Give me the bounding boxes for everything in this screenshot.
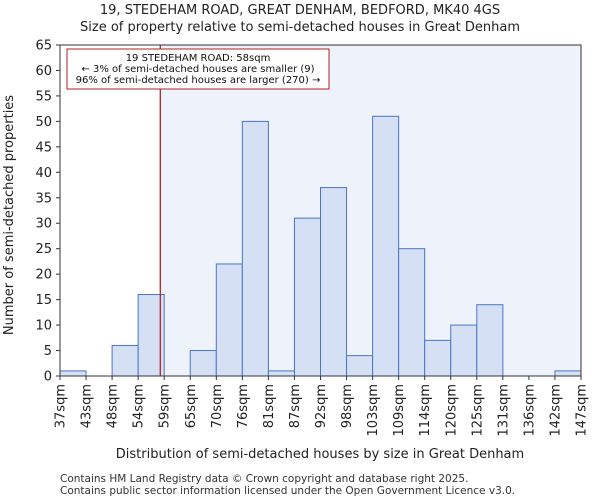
bar-37sqm xyxy=(59,370,87,377)
x-tick-label-76sqm: 76sqm xyxy=(236,384,251,428)
bar-109sqm xyxy=(398,248,426,377)
x-tick-label-103sqm: 103sqm xyxy=(366,384,381,437)
bar-142sqm xyxy=(554,370,582,377)
y-tick-label-30: 30 xyxy=(35,217,52,232)
y-tick-label-5: 5 xyxy=(44,344,52,359)
plot-area: 0 5 10 15 20 25 30 35 40 45 50 55 60 65 37sqm 43sqm 48sq… xyxy=(35,39,589,437)
bar-70sqm xyxy=(215,263,243,377)
y-tick-label-35: 35 xyxy=(35,191,52,206)
bar-103sqm xyxy=(372,115,400,377)
x-tick-label-114sqm: 114sqm xyxy=(418,384,433,437)
y-tick-label-65: 65 xyxy=(35,39,52,54)
x-tick-label-136sqm: 136sqm xyxy=(522,384,537,437)
y-tick-label-60: 60 xyxy=(35,64,52,79)
bar-87sqm xyxy=(293,217,322,377)
x-tick-label-70sqm: 70sqm xyxy=(210,384,225,428)
annotation-box xyxy=(66,48,330,90)
x-tick-label-81sqm: 81sqm xyxy=(262,384,277,428)
x-axis-label: Distribution of semi-detached houses by … xyxy=(116,447,524,462)
y-tick-label-25: 25 xyxy=(35,242,52,257)
x-tick-label-131sqm: 131sqm xyxy=(496,384,511,437)
bar-48sqm xyxy=(111,344,139,377)
y-tick-label-45: 45 xyxy=(35,140,52,155)
y-tick-label-0: 0 xyxy=(44,370,52,385)
y-tick-label-15: 15 xyxy=(35,293,52,308)
x-tick-label-109sqm: 109sqm xyxy=(392,384,407,437)
chart-title: 19, STEDEHAM ROAD, GREAT DENHAM, BEDFORD… xyxy=(100,3,500,18)
annotation-line-2: ← 3% of semi-detached houses are smaller… xyxy=(81,64,314,75)
bar-76sqm xyxy=(241,120,269,377)
bar-125sqm xyxy=(476,304,504,377)
bar-98sqm xyxy=(346,355,374,377)
x-tick-label-37sqm: 37sqm xyxy=(54,384,69,428)
x-tick-label-48sqm: 48sqm xyxy=(106,384,121,428)
x-tick-label-65sqm: 65sqm xyxy=(184,384,199,428)
y-tick-label-50: 50 xyxy=(35,115,52,130)
annotation-line-3: 96% of semi-detached houses are larger (… xyxy=(76,75,321,86)
y-tick-label-20: 20 xyxy=(35,268,52,283)
x-tick-label-87sqm: 87sqm xyxy=(288,384,303,428)
y-tick-label-10: 10 xyxy=(35,319,52,334)
bar-120sqm xyxy=(450,324,478,377)
y-axis-label: Number of semi-detached properties xyxy=(2,95,17,335)
bar-65sqm xyxy=(189,350,217,377)
bar-81sqm xyxy=(267,370,295,377)
y-tick-label-40: 40 xyxy=(35,166,52,181)
annotation-line-1: 19 STEDEHAM ROAD: 58sqm xyxy=(126,53,271,64)
x-tick-label-142sqm: 142sqm xyxy=(548,384,563,437)
footer-line-1: Contains HM Land Registry data © Crown c… xyxy=(60,473,468,485)
bar-114sqm xyxy=(424,339,452,377)
x-tick-label-54sqm: 54sqm xyxy=(132,384,147,428)
x-tick-label-59sqm: 59sqm xyxy=(158,384,173,428)
chart-subtitle: Size of property relative to semi-detach… xyxy=(80,20,520,35)
x-tick-label-147sqm: 147sqm xyxy=(575,384,590,437)
x-tick-label-125sqm: 125sqm xyxy=(470,384,485,437)
x-tick-label-43sqm: 43sqm xyxy=(80,384,95,428)
x-tick-label-92sqm: 92sqm xyxy=(314,384,329,428)
x-tick-label-120sqm: 120sqm xyxy=(444,384,459,437)
bar-92sqm xyxy=(320,187,348,377)
y-tick-label-55: 55 xyxy=(35,89,52,104)
x-tick-label-98sqm: 98sqm xyxy=(340,384,355,428)
footer-line-2: Contains public sector information licen… xyxy=(60,485,515,497)
